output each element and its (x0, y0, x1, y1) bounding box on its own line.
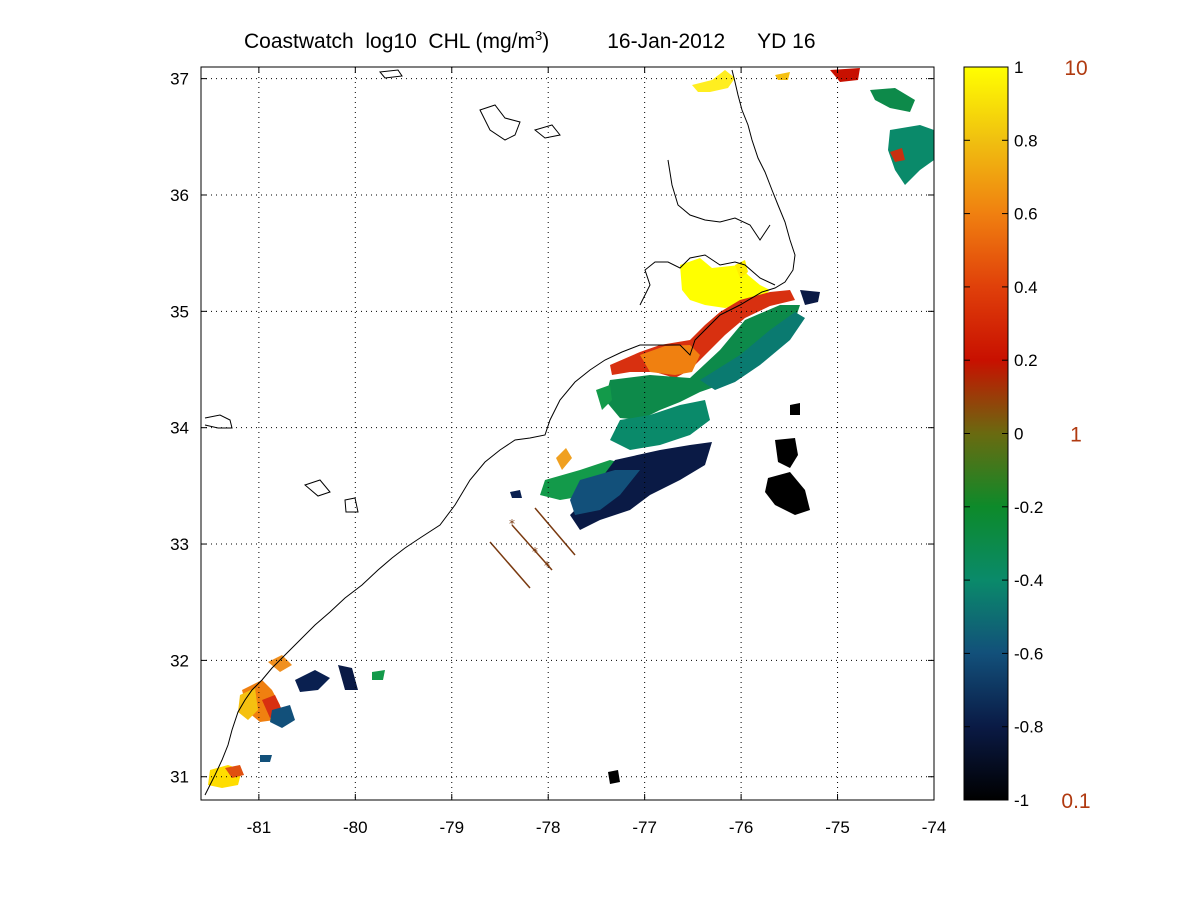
patch-offshore-black-1 (775, 438, 798, 468)
patch-shelf-orange (640, 345, 700, 375)
colorbar (963, 66, 1009, 801)
map-frame (200, 66, 935, 801)
colorbar-tick-label: 0.2 (1014, 351, 1038, 370)
y-tick-label: 36 (170, 186, 189, 205)
transect-marker-3: * (544, 559, 550, 573)
map-grid (201, 67, 935, 800)
coastline-lake-w (204, 414, 233, 429)
patch-ne-small-yellow (775, 72, 790, 80)
patch-ne-red-2 (890, 148, 905, 162)
title-yearday: YD 16 (757, 30, 816, 53)
colorbar-tick-label: 0.6 (1014, 205, 1038, 224)
x-tick-label: -79 (439, 818, 464, 837)
title-date: 16-Jan-2012 (607, 30, 726, 53)
colorbar-tick-label: -0.4 (1014, 571, 1043, 590)
patch-fl-orange (225, 765, 244, 778)
x-tick-label: -76 (729, 818, 754, 837)
transect-line-1 (489, 541, 531, 589)
y-tick-label: 34 (170, 419, 189, 438)
colorbar-tick-label: -1 (1014, 791, 1029, 810)
coastline-inland-2 (533, 124, 561, 139)
patch-ga-blue (270, 705, 295, 728)
map-axes: -81 -80 -79 -78 -77 -76 -75 -74 31 32 33 34 35 36 37 (170, 67, 946, 837)
y-tick-label: 37 (170, 70, 189, 89)
colorbar-concentration-label: 10 (1064, 57, 1087, 80)
patch-cape-teal (610, 400, 710, 450)
map-title: Coastwatch log10 CHL (mg/m3) 16-Jan-2012 Y… (244, 28, 816, 54)
patch-ne-green-2 (888, 125, 934, 185)
y-tick-label: 33 (170, 535, 189, 554)
colorbar-concentration-label: 0.1 (1061, 790, 1090, 813)
colorbar-tick-label: 0 (1014, 425, 1023, 444)
y-tick-label: 35 (170, 302, 189, 321)
x-tick-label: -74 (922, 818, 947, 837)
x-tick-label: -80 (343, 818, 368, 837)
patch-ga-navy (295, 670, 330, 692)
patch-ga-upper-orange (268, 655, 292, 672)
title-main: Coastwatch log10 CHL (mg/m (244, 30, 535, 53)
colorbar-tick-label: -0.8 (1014, 718, 1043, 737)
coastline-main (204, 69, 796, 796)
coastline-inland-3 (379, 69, 403, 79)
patch-chesapeake (692, 70, 735, 92)
transect-marker-2: * (532, 545, 538, 559)
patch-ga-green (372, 670, 385, 680)
colorbar-tick-label: -0.6 (1014, 644, 1043, 663)
title-superscript: 3 (535, 28, 543, 43)
patch-ga-navy-2 (338, 665, 358, 690)
transect-line-3 (534, 507, 576, 556)
colorbar-tick-label: 0.4 (1014, 278, 1038, 297)
colorbar-ticks: 1 0.8 0.6 0.4 0.2 0 -0.2 -0.4 -0.6 -0.8 -1 10 1 0.1 (964, 57, 1091, 813)
patch-offshore-black-3 (790, 403, 800, 415)
patch-small-navy (510, 490, 522, 498)
coastline-sc-lake (303, 479, 331, 497)
colorbar-tick-label: 0.8 (1014, 131, 1038, 150)
y-tick-label: 32 (170, 651, 189, 670)
coastline-pamlico (639, 254, 776, 306)
patch-inner-green (596, 385, 612, 410)
colorbar-concentration-label: 1 (1070, 424, 1082, 447)
coastline-inland-1 (479, 104, 521, 141)
patch-fl-black (608, 770, 620, 784)
patch-onslow-blue (570, 470, 640, 515)
y-tick-label: 31 (170, 768, 189, 787)
colorbar-tick-label: -0.2 (1014, 498, 1043, 517)
coastline-albemarle (667, 159, 771, 241)
x-tick-label: -77 (632, 818, 657, 837)
x-tick-label: -75 (825, 818, 850, 837)
patch-pamlico-sound (680, 258, 770, 308)
patch-fl-navy (260, 755, 272, 762)
patch-offshore-navy-se (800, 290, 820, 305)
transect-marker-1: * (509, 517, 515, 531)
patch-onslow-navy (570, 442, 712, 530)
x-tick-label: -78 (536, 818, 561, 837)
patch-ga-yellow (238, 688, 258, 720)
patch-ne-red (830, 68, 860, 82)
title-close: ) (542, 30, 550, 53)
patch-offshore-black-2 (765, 472, 810, 515)
transect-line-2 (511, 524, 553, 571)
coastline (204, 69, 796, 796)
patch-ne-green-1 (870, 88, 915, 112)
patch-shelf-green (605, 305, 800, 420)
transect-lines: * * * (489, 507, 576, 589)
x-tick-label: -81 (247, 818, 272, 837)
patch-shelf-teal (700, 312, 805, 390)
colorbar-tick-label: 1 (1014, 58, 1023, 77)
patch-cape-fear-orange (556, 448, 572, 470)
chlorophyll-field (208, 68, 934, 788)
coastline-sc-lake-2 (344, 497, 359, 513)
